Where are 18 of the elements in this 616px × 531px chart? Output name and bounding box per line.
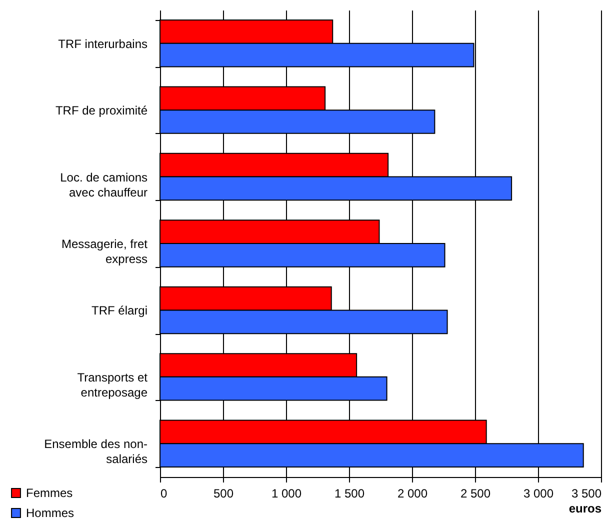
x-axis-title: euros: [568, 502, 602, 516]
x-tick-label: 1 000: [271, 486, 302, 500]
x-tick-label: 2 000: [397, 486, 428, 500]
x-tick-label: 0: [160, 486, 168, 500]
y-tick-label: Messagerie, fret express: [61, 237, 148, 266]
y-tick-label: Ensemble des non-salariés: [44, 437, 148, 466]
x-tick-label: 3 500: [571, 486, 602, 500]
x-tick-label: 500: [213, 486, 234, 500]
y-tick-label: TRF interurbains: [58, 36, 148, 51]
y-tick-label: TRF élargi: [91, 304, 148, 318]
x-tick-label: 1 500: [334, 486, 365, 500]
y-tick-label: Loc. de camions avec chauffeur: [60, 170, 148, 200]
y-tick-label: TRF de proximité: [55, 104, 148, 118]
x-tick-label: 2 500: [460, 486, 491, 500]
x-tick-label: 3 000: [523, 486, 554, 500]
legend-label: Hommes: [26, 506, 74, 520]
legend-label: Femmes: [26, 486, 73, 500]
y-tick-label: Transports et entreposage: [77, 370, 148, 400]
